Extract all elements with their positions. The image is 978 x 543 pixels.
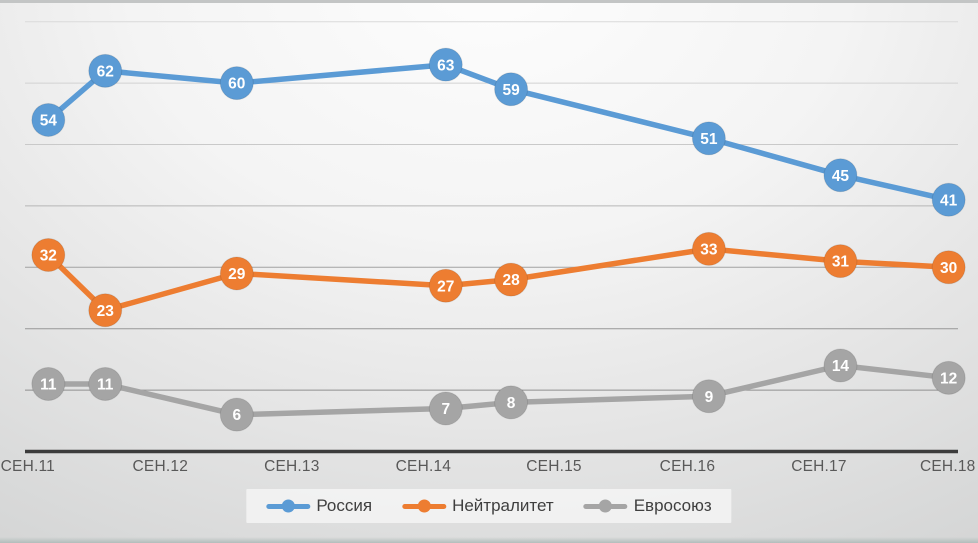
marker-circle: [219, 66, 254, 101]
data-point-label: 9: [705, 389, 714, 406]
data-point-marker: 29: [219, 256, 254, 291]
legend-label: Россия: [316, 496, 373, 515]
marker-circle: [88, 293, 123, 328]
data-point-label: 11: [97, 377, 114, 394]
data-point-marker: 32: [31, 238, 66, 273]
marker-circle: [88, 53, 123, 88]
legend-item-neutrality: Нейтралитет: [402, 496, 554, 516]
data-point-marker: 45: [823, 158, 858, 193]
data-point-label: 31: [832, 254, 850, 271]
data-point-label: 12: [940, 370, 957, 387]
data-point-marker: 14: [823, 348, 858, 383]
data-point-marker: 27: [428, 268, 463, 303]
data-point-label: 62: [97, 63, 114, 80]
data-point-label: 59: [502, 82, 520, 99]
series-line-2: [45, 362, 952, 418]
data-point-marker: 9: [691, 379, 726, 414]
series-line-0: [45, 61, 952, 203]
data-point-marker: 54: [31, 102, 66, 137]
legend-item-russia: Россия: [266, 496, 372, 516]
marker-circle: [823, 348, 858, 383]
data-point-label: 45: [832, 168, 850, 185]
data-point-label: 33: [700, 241, 718, 258]
legend-item-eu: Евросоюз: [583, 496, 712, 516]
data-point-label: 32: [40, 248, 57, 265]
data-point-label: 14: [832, 358, 850, 375]
data-point-label: 23: [97, 303, 115, 320]
marker-circle: [691, 121, 726, 156]
data-point-label: 29: [228, 266, 246, 283]
data-point-label: 28: [502, 272, 520, 289]
legend: Россия Нейтралитет Евросоюз: [246, 489, 732, 523]
data-point-label: 27: [437, 278, 454, 295]
data-point-marker: 33: [691, 231, 726, 266]
data-point-label: 51: [700, 131, 718, 148]
marker-circle: [691, 231, 726, 266]
marker-circle: [691, 379, 726, 414]
data-point-label: 30: [940, 260, 957, 277]
marker-circle: [428, 268, 463, 303]
marker-circle: [931, 250, 966, 285]
legend-label: Евросоюз: [633, 496, 712, 515]
data-point-label: 54: [40, 113, 58, 130]
marker-circle: [31, 102, 66, 137]
data-point-marker: 6: [219, 397, 254, 432]
line-marker-icon: [402, 499, 447, 513]
marker-circle: [428, 47, 463, 82]
data-point-marker: 11: [31, 366, 66, 401]
data-point-marker: 8: [494, 385, 529, 420]
data-point-label: 60: [228, 76, 245, 93]
data-point-label: 6: [232, 407, 241, 424]
data-point-marker: 11: [88, 366, 123, 401]
data-point-label: 11: [40, 377, 57, 394]
data-point-marker: 51: [691, 121, 726, 156]
data-point-marker: 62: [88, 53, 123, 88]
line-marker-icon: [583, 499, 628, 513]
data-point-marker: 31: [823, 244, 858, 279]
marker-circle: [494, 72, 529, 107]
marker-circle: [219, 397, 254, 432]
marker-circle: [823, 158, 858, 193]
data-point-label: 41: [940, 192, 958, 209]
marker-circle: [823, 244, 858, 279]
data-point-marker: 63: [428, 47, 463, 82]
series-line-1: [45, 246, 952, 314]
data-point-marker: 12: [931, 360, 966, 395]
data-point-marker: 41: [931, 182, 966, 217]
data-point-marker: 30: [931, 250, 966, 285]
data-point-marker: 28: [494, 262, 529, 297]
marker-circle: [31, 238, 66, 273]
data-point-marker: 23: [88, 293, 123, 328]
marker-circle: [931, 360, 966, 395]
data-point-label: 63: [437, 57, 455, 74]
data-point-label: 7: [441, 401, 450, 418]
marker-circle: [428, 391, 463, 426]
marker-circle: [494, 385, 529, 420]
marker-circle: [931, 182, 966, 217]
marker-circle: [88, 366, 123, 401]
data-point-label: 8: [507, 395, 516, 412]
data-point-marker: 59: [494, 72, 529, 107]
marker-circle: [31, 366, 66, 401]
marker-circle: [219, 256, 254, 291]
data-point-marker: 60: [219, 66, 254, 101]
data-point-marker: 7: [428, 391, 463, 426]
marker-circle: [494, 262, 529, 297]
legend-label: Нейтралитет: [452, 496, 554, 515]
line-marker-icon: [266, 499, 311, 513]
